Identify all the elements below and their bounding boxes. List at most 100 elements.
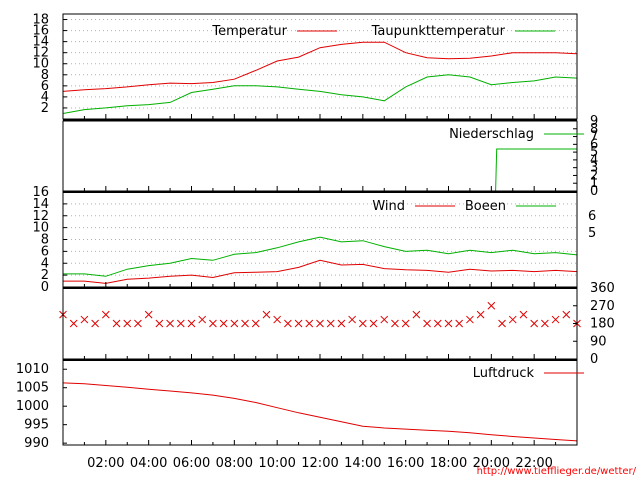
wind-direction-point	[391, 319, 399, 328]
x-tick-label: 20:00	[473, 456, 510, 471]
wind-direction-point	[123, 319, 132, 328]
y-tick-label: 12	[32, 46, 49, 61]
y-tick-label: 18	[32, 13, 49, 28]
legend-label: Taupunkttemperatur	[371, 24, 506, 39]
y-tick-label: 8	[41, 68, 49, 83]
wind-direction-point	[433, 319, 442, 328]
wind-direction-point	[198, 315, 207, 324]
y-tick-label: 0	[590, 352, 598, 367]
wind-direction-point	[519, 310, 528, 319]
y-tick-label: 14	[32, 35, 49, 50]
y-tick-label: 1010	[16, 362, 49, 377]
series-line-boeen	[63, 236, 578, 277]
y-tick-label: 8	[590, 122, 598, 137]
y-tick-label: 10	[32, 221, 49, 236]
y-tick-label: 6	[41, 244, 49, 259]
series-line-luftdruck	[62, 382, 578, 442]
wind-direction-point	[412, 310, 421, 319]
wind-direction-point	[530, 319, 539, 328]
x-tick-label: 04:00	[130, 456, 167, 471]
wind-direction-point	[326, 319, 335, 328]
x-tick-label: 06:00	[173, 456, 210, 471]
wind-direction-point	[380, 315, 389, 324]
wind-direction-point	[358, 319, 367, 328]
x-tick-label: 18:00	[430, 456, 467, 471]
y-tick-label: 0	[41, 280, 49, 295]
y-tick-label: 2	[41, 268, 49, 283]
wind-direction-point	[348, 315, 356, 324]
y-tick-label: 3	[590, 161, 598, 176]
y-tick-label: 9	[590, 114, 598, 129]
wind-direction-point	[444, 319, 453, 328]
wind-direction-point	[294, 319, 303, 328]
legend-label: Luftdruck	[473, 366, 535, 381]
y-tick-label: 8	[41, 233, 49, 248]
wind-direction-point	[166, 319, 174, 328]
right-tick-label: 6	[588, 209, 596, 224]
wind-direction-point	[498, 319, 506, 328]
legend-label: Temperatur	[211, 24, 287, 39]
y-tick-label: 6	[590, 137, 598, 152]
wind-direction-point	[551, 315, 560, 324]
wind-direction-point	[466, 315, 474, 324]
y-tick-label: 10	[32, 57, 49, 72]
wind-direction-point	[219, 319, 228, 328]
wind-direction-point	[134, 319, 142, 328]
wind-direction-point	[337, 319, 346, 328]
wind-direction-point	[305, 319, 314, 328]
y-tick-label: 1005	[16, 381, 49, 396]
wind-direction-point	[187, 319, 196, 328]
wind-direction-point	[251, 319, 260, 328]
legend-label: Boeen	[465, 199, 506, 214]
wind-direction-point	[230, 319, 239, 328]
y-tick-label: 180	[590, 317, 615, 332]
y-tick-label: 270	[590, 299, 615, 314]
wind-direction-point	[508, 315, 517, 324]
y-tick-label: 360	[590, 281, 615, 296]
wind-direction-point	[369, 319, 378, 328]
wind-direction-point	[241, 319, 249, 328]
right-tick-label: 5	[588, 226, 596, 241]
wind-direction-point	[273, 315, 282, 324]
grid-layer	[63, 19, 577, 276]
credit-url: http://www.tiefflieger.de/wetter/	[477, 466, 637, 477]
y-tick-label: 5	[590, 145, 598, 160]
wind-direction-point	[541, 319, 549, 328]
y-tick-label: 16	[32, 24, 49, 39]
y-tick-label: 14	[32, 197, 49, 212]
wind-direction-point	[455, 319, 464, 328]
wind-direction-point	[176, 319, 185, 328]
x-tick-label: 10:00	[258, 456, 295, 471]
wind-direction-point	[476, 310, 485, 319]
y-tick-label: 990	[24, 436, 49, 451]
y-tick-label: 4	[41, 256, 49, 271]
legend-label: Niederschlag	[449, 127, 534, 142]
y-tick-label: 2	[41, 101, 49, 116]
y-tick-label: 2	[590, 168, 598, 183]
wind-direction-point	[487, 301, 496, 310]
x-tick-label: 14:00	[344, 456, 381, 471]
legend-label: Wind	[372, 199, 405, 214]
wind-direction-point	[401, 319, 410, 328]
y-tick-label: 6	[41, 79, 49, 94]
y-tick-label: 0	[590, 184, 598, 199]
x-tick-label: 22:00	[515, 456, 552, 471]
series-line-wind	[63, 259, 578, 284]
wind-direction-point	[144, 310, 153, 319]
wind-direction-point	[101, 310, 110, 319]
wind-direction-point	[423, 319, 431, 328]
y-tick-label: 995	[24, 418, 49, 433]
wind-direction-point	[80, 315, 89, 324]
x-tick-label: 16:00	[387, 456, 424, 471]
wind-direction-point	[262, 310, 271, 319]
x-tick-label: 02:00	[87, 456, 124, 471]
y-tick-label: 7	[590, 130, 598, 145]
wind-direction-point	[69, 319, 78, 328]
series-line-taupunkttemperatur	[62, 74, 578, 114]
y-tick-label: 1000	[16, 399, 49, 414]
y-tick-label: 16	[32, 185, 49, 200]
wind-direction-point	[284, 319, 292, 328]
x-tick-label: 12:00	[301, 456, 338, 471]
wind-direction-point	[562, 310, 571, 319]
wind-direction-point	[112, 319, 121, 328]
